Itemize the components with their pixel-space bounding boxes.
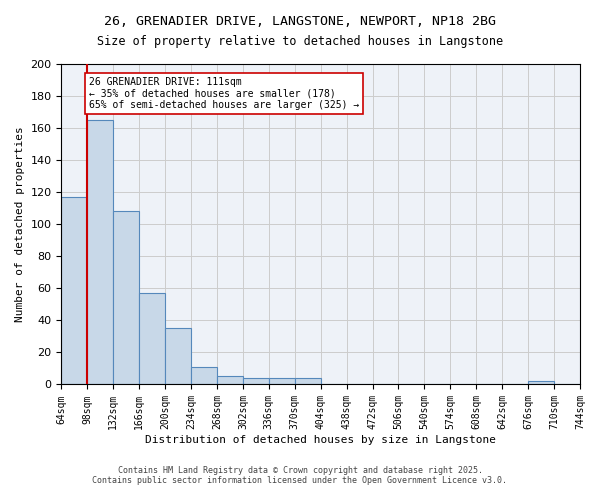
Bar [139, 293, 165, 384]
Bar [165, 328, 191, 384]
Y-axis label: Number of detached properties: Number of detached properties [15, 126, 25, 322]
Bar [243, 378, 269, 384]
Text: Contains HM Land Registry data © Crown copyright and database right 2025.
Contai: Contains HM Land Registry data © Crown c… [92, 466, 508, 485]
Bar [88, 120, 113, 384]
Bar [113, 212, 139, 384]
Bar [528, 382, 554, 384]
Bar [191, 367, 217, 384]
Bar [269, 378, 295, 384]
Bar [61, 197, 88, 384]
Text: 26 GRENADIER DRIVE: 111sqm
← 35% of detached houses are smaller (178)
65% of sem: 26 GRENADIER DRIVE: 111sqm ← 35% of deta… [89, 77, 359, 110]
Bar [295, 378, 321, 384]
Text: 26, GRENADIER DRIVE, LANGSTONE, NEWPORT, NP18 2BG: 26, GRENADIER DRIVE, LANGSTONE, NEWPORT,… [104, 15, 496, 28]
X-axis label: Distribution of detached houses by size in Langstone: Distribution of detached houses by size … [145, 435, 496, 445]
Text: Size of property relative to detached houses in Langstone: Size of property relative to detached ho… [97, 35, 503, 48]
Bar [217, 376, 243, 384]
